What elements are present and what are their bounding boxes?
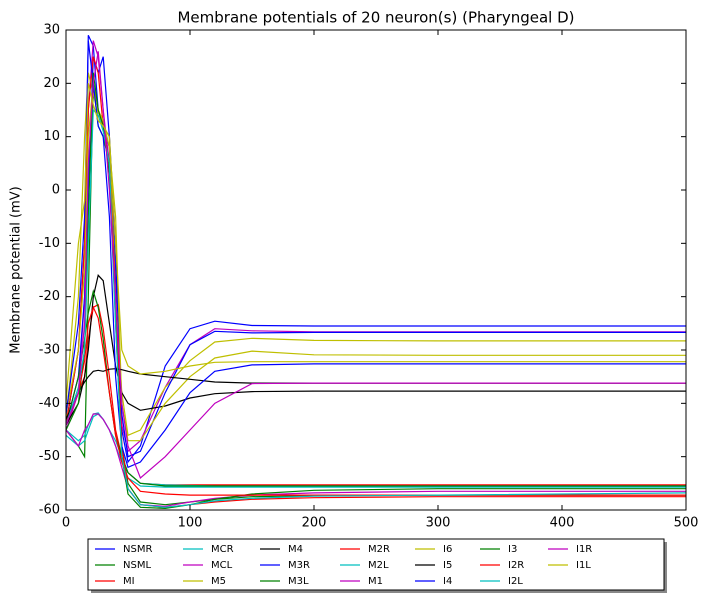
y-tick-label: -20 — [39, 289, 60, 304]
series-line — [66, 51, 686, 480]
y-tick-label: -40 — [39, 396, 60, 411]
legend-label: NSMR — [123, 544, 152, 555]
series-line — [66, 72, 686, 510]
series-line — [66, 413, 686, 507]
y-axis-label: Membrane potential (mV) — [9, 186, 24, 353]
series-line — [66, 83, 686, 506]
series-line — [66, 412, 686, 487]
y-tick-label: 20 — [43, 76, 60, 91]
legend-label: M4 — [288, 544, 303, 555]
x-tick-label: 0 — [62, 516, 70, 531]
legend-label: M3L — [288, 576, 309, 587]
x-tick-label: 400 — [550, 516, 575, 531]
legend-label: I4 — [443, 576, 452, 587]
x-tick-label: 200 — [302, 516, 327, 531]
series-line — [66, 83, 686, 404]
x-tick-label: 500 — [674, 516, 699, 531]
series-line — [66, 72, 686, 437]
y-tick-label: -50 — [39, 449, 60, 464]
y-tick-label: 10 — [43, 129, 60, 144]
series-line — [66, 40, 686, 453]
legend-label: M1 — [368, 576, 383, 587]
legend-label: I3 — [508, 544, 517, 555]
y-tick-label: 30 — [43, 23, 60, 38]
series-line — [66, 40, 686, 469]
series-line — [66, 56, 686, 458]
legend-label: MCR — [211, 544, 234, 555]
legend-label: M2R — [368, 544, 390, 555]
y-tick-label: 0 — [52, 183, 60, 198]
legend-label: I1L — [576, 560, 591, 571]
series-line — [66, 108, 686, 508]
legend-label: M2L — [368, 560, 389, 571]
series-line — [66, 305, 686, 496]
legend-label: I1R — [576, 544, 592, 555]
legend-label: I2R — [508, 560, 524, 571]
legend-label: M5 — [211, 576, 226, 587]
y-tick-label: -60 — [39, 503, 60, 518]
series-line — [66, 413, 686, 488]
legend-label: M3R — [288, 560, 310, 571]
y-tick-label: -10 — [39, 236, 60, 251]
series-line — [66, 56, 686, 508]
legend-label: I2L — [508, 576, 523, 587]
plot-frame — [65, 29, 687, 511]
y-tick-label: -30 — [39, 343, 60, 358]
legend-label: MI — [123, 576, 135, 587]
x-tick-label: 300 — [426, 516, 451, 531]
legend-label: MCL — [211, 560, 233, 571]
x-tick-label: 100 — [178, 516, 203, 531]
legend-label: I5 — [443, 560, 452, 571]
series-line — [66, 288, 686, 487]
chart-title: Membrane potentials of 20 neuron(s) (Pha… — [177, 9, 574, 27]
legend-label: NSML — [123, 560, 151, 571]
series-line — [66, 35, 686, 464]
series-line — [66, 274, 686, 426]
legend-label: I6 — [443, 544, 452, 555]
